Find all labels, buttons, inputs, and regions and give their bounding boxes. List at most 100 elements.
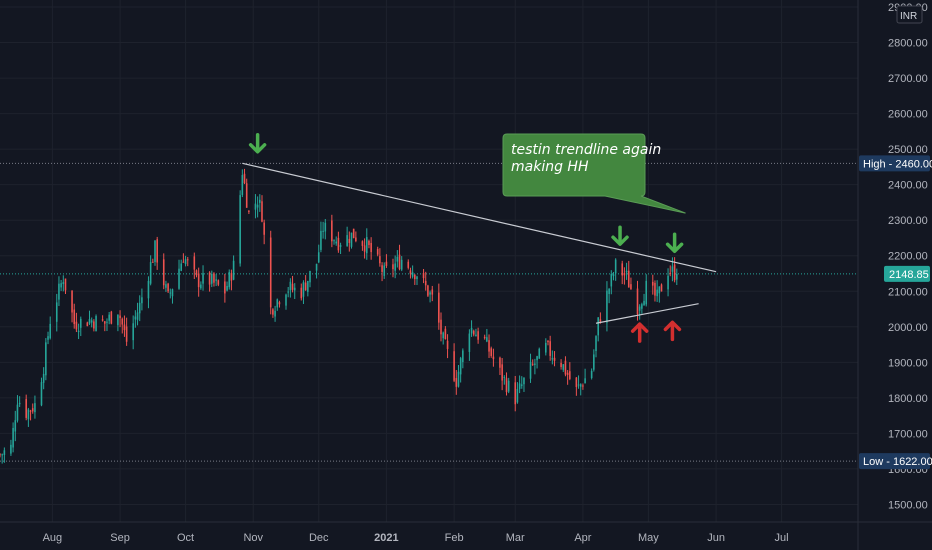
- candle-body: [339, 245, 342, 247]
- candle-body: [470, 327, 473, 334]
- candle-body: [93, 321, 95, 329]
- candle-body: [261, 201, 263, 222]
- candle-body: [27, 409, 30, 420]
- candle-body: [595, 336, 597, 352]
- y-tick-label: 1500.00: [888, 499, 928, 511]
- support-trendline[interactable]: [595, 303, 699, 324]
- last-price-tag-value: 2148.85: [889, 269, 929, 281]
- candle-body: [1, 454, 3, 456]
- callout-bubble: [502, 133, 686, 214]
- candle-body: [18, 402, 21, 405]
- candle-body: [636, 288, 639, 315]
- candle-body: [171, 289, 174, 297]
- candle-body: [248, 210, 250, 212]
- candle-body: [355, 237, 357, 242]
- candle-body: [55, 302, 58, 322]
- candle-body: [348, 238, 351, 243]
- candle-body: [383, 265, 386, 276]
- low-price-tag-label: Low - 1622.00: [863, 456, 932, 468]
- candle-body: [610, 273, 613, 287]
- candle-body: [444, 328, 447, 340]
- high-price-tag-bg: [859, 155, 930, 172]
- candle-body: [442, 332, 444, 339]
- candle-body: [641, 304, 643, 309]
- red-up-arrow-icon[interactable]: [663, 320, 682, 342]
- candle-body: [108, 314, 110, 321]
- candle-body: [121, 318, 124, 325]
- y-tick-label: 2100.00: [888, 286, 928, 298]
- resistance-trendline[interactable]: [242, 162, 717, 273]
- candle-body: [307, 280, 309, 292]
- candle-body: [300, 287, 303, 299]
- chart-grid: [0, 0, 858, 522]
- candle-body: [254, 203, 257, 210]
- x-tick-label: Jul: [775, 532, 789, 544]
- candle-body: [505, 378, 508, 393]
- candle-body: [422, 273, 425, 279]
- currency-badge-text: INR: [900, 11, 917, 22]
- candle-body: [673, 264, 676, 281]
- candle-body: [376, 249, 379, 255]
- candle-body: [483, 336, 486, 339]
- last-price-tag: 2148.85: [884, 265, 930, 282]
- x-tick-label: Mar: [506, 532, 525, 544]
- candle-body: [210, 273, 213, 284]
- green-down-arrow-icon[interactable]: [611, 225, 629, 246]
- candle-body: [671, 266, 674, 272]
- candle-body: [396, 256, 399, 262]
- candle-body: [289, 281, 292, 291]
- candle-body: [381, 265, 383, 272]
- candle-body: [324, 222, 327, 232]
- red-up-arrow-icon-head: [663, 320, 682, 332]
- candle-body: [398, 254, 401, 270]
- candle-body: [656, 289, 658, 297]
- candle-body: [167, 283, 169, 292]
- candle-body: [346, 235, 348, 246]
- candle-body: [411, 272, 414, 277]
- candle-body: [293, 287, 296, 291]
- candle-body: [333, 240, 335, 242]
- candle-body: [156, 239, 158, 263]
- green-down-arrow-icon[interactable]: [248, 133, 267, 154]
- candle-body: [529, 361, 532, 379]
- candle-body: [564, 360, 567, 375]
- candle-body: [77, 330, 80, 333]
- candle-body: [29, 410, 32, 412]
- candle-body: [627, 270, 630, 288]
- candle-body: [427, 285, 429, 296]
- reference-lines: [0, 162, 858, 462]
- candle-body: [58, 283, 60, 300]
- candle-body: [416, 276, 418, 280]
- high-price-tag-label: High - 2460.00: [863, 158, 932, 170]
- green-down-arrow-icon[interactable]: [665, 232, 684, 254]
- y-tick-label: 1800.00: [888, 393, 928, 405]
- candle-body: [584, 378, 586, 384]
- currency-badge[interactable]: INR: [896, 5, 923, 24]
- candle-body: [16, 404, 19, 421]
- time-axis[interactable]: Aug Sep Oct Nov Dec 2021 Feb Mar Apr May Jun Jul: [0, 521, 932, 544]
- price-axis[interactable]: 1500.001600.001700.001800.001900.002000.…: [857, 0, 928, 550]
- candle-body: [239, 195, 241, 264]
- candle-body: [409, 270, 412, 274]
- candle-body: [492, 356, 495, 360]
- candle-body: [103, 321, 106, 324]
- green-down-arrow-icon-head: [665, 242, 684, 254]
- candle-body: [241, 175, 244, 195]
- candle-body: [132, 323, 134, 341]
- candle-body: [475, 334, 477, 337]
- candle-body: [579, 384, 582, 387]
- x-tick-label: Feb: [445, 532, 464, 544]
- candle-body: [575, 377, 578, 388]
- candle-body: [149, 262, 152, 284]
- red-up-arrow-icon[interactable]: [630, 322, 649, 343]
- y-tick-label: 2400.00: [888, 180, 928, 192]
- candle-body: [660, 284, 663, 292]
- y-tick-label: 2800.00: [888, 38, 928, 50]
- candle-body: [165, 284, 167, 288]
- x-tick-label: May: [638, 532, 659, 544]
- candle-body: [147, 280, 150, 299]
- candle-body: [566, 372, 569, 375]
- candle-body: [90, 320, 93, 323]
